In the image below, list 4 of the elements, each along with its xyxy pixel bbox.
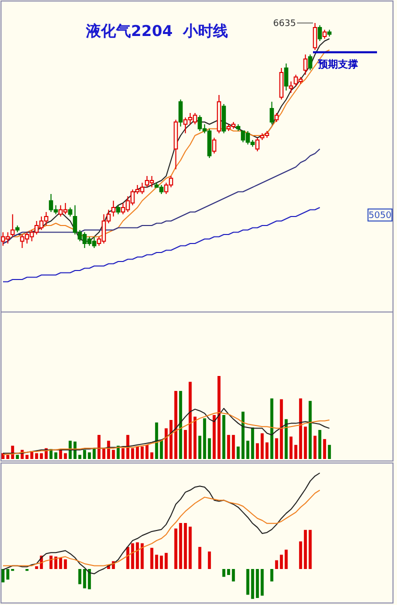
text: 5050 — [368, 211, 392, 221]
chart-title: 液化气2204 小时线 — [85, 22, 228, 40]
ref-line-label: 预期支撑 — [317, 58, 358, 70]
annotation: 6635 — [273, 19, 296, 29]
